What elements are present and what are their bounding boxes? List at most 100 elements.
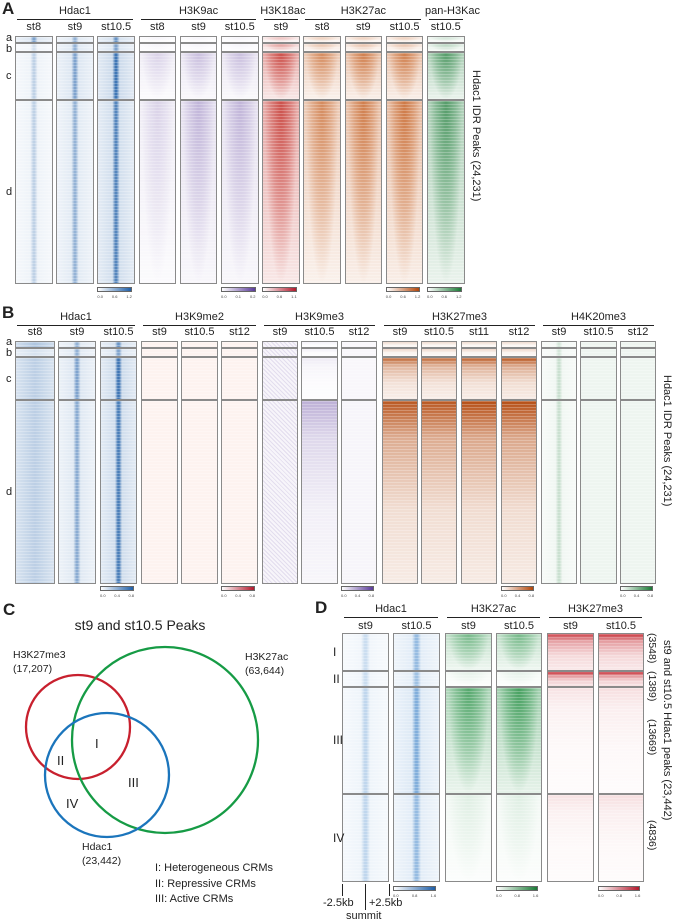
heatmap-block bbox=[344, 36, 383, 43]
stage-label: st11 bbox=[469, 326, 489, 338]
colorbar-tick-label: 0.0 bbox=[262, 294, 268, 299]
colorbar-ticks: 0.0 0.4 0.8 bbox=[501, 593, 534, 598]
stage-label: st9 bbox=[392, 326, 408, 338]
colorbar-ticks: 0.0 0.4 0.8 bbox=[100, 593, 134, 598]
stage-label: st9 bbox=[69, 326, 85, 338]
heatmap-block bbox=[344, 100, 383, 284]
heatmap-block bbox=[138, 43, 177, 52]
heatmap-block bbox=[393, 794, 440, 882]
group-underline bbox=[549, 617, 642, 619]
colorbar-tick-label: 0.8 bbox=[368, 593, 375, 598]
colorbar-tick-label: 0.8 bbox=[514, 893, 520, 898]
colorbar-tick-label: 0.0 bbox=[501, 593, 507, 598]
heatmap-block bbox=[461, 400, 497, 584]
heatmap-block bbox=[179, 36, 218, 43]
colorbar-tick-label: 0.4 bbox=[633, 593, 640, 598]
colorbar-tick-label: 0.2 bbox=[249, 294, 256, 299]
group-underline bbox=[305, 19, 422, 21]
section-label: III bbox=[333, 733, 344, 747]
stage-label: st10.5 bbox=[401, 620, 432, 632]
stage-label: st9 bbox=[272, 326, 288, 338]
colorbar-tick-label: 0.0 bbox=[221, 593, 227, 598]
venn-set-count: (17,207) bbox=[13, 663, 53, 675]
heatmap-block bbox=[541, 348, 577, 357]
heatmap-block bbox=[421, 348, 457, 357]
group-label: H3K27me3 bbox=[567, 603, 624, 615]
legend-item: III: Active CRMs bbox=[155, 893, 234, 905]
heatmap-block bbox=[385, 52, 424, 100]
group-label: H3K9me3 bbox=[295, 311, 344, 323]
heatmap-block bbox=[303, 36, 341, 43]
heatmap-block bbox=[15, 348, 55, 357]
colorbar bbox=[262, 287, 297, 292]
heatmap-block bbox=[303, 52, 341, 100]
section-count: (3548) bbox=[646, 633, 658, 664]
colorbar-tick-label: 0.1 bbox=[235, 294, 242, 299]
colorbar-tick-label: 0.4 bbox=[235, 593, 241, 598]
venn-title: st9 and st10.5 Peaks bbox=[74, 617, 206, 633]
colorbar bbox=[385, 287, 421, 292]
colorbar bbox=[341, 586, 375, 591]
stage-label: st9 bbox=[563, 620, 578, 632]
colorbar-tick-label: 0.8 bbox=[128, 593, 135, 598]
colorbar-ticks: 0.0 0.8 1.6 bbox=[598, 893, 640, 898]
heatmap-block bbox=[501, 400, 537, 584]
heatmap-block bbox=[427, 100, 465, 284]
heatmap-block bbox=[303, 43, 341, 52]
group-label: H3K18ac bbox=[260, 5, 306, 17]
heatmap-block bbox=[100, 400, 137, 584]
heatmap-block bbox=[100, 348, 137, 357]
heatmap-block bbox=[262, 36, 300, 43]
heatmap-block bbox=[496, 671, 542, 687]
heatmap-block bbox=[421, 400, 457, 584]
colorbar-ticks: 0.0 0.4 0.8 bbox=[221, 593, 255, 598]
stage-label: st8 bbox=[150, 21, 165, 33]
group-underline bbox=[344, 617, 438, 619]
heatmap-block bbox=[58, 341, 96, 348]
heatmap-block bbox=[382, 357, 418, 400]
stage-label: st10.5 bbox=[184, 326, 215, 338]
colorbar-tick-label: 1.2 bbox=[455, 294, 462, 299]
heatmap-block bbox=[138, 100, 177, 284]
heatmap-block bbox=[580, 400, 617, 584]
colorbar-ticks: 0.0 0.8 1.6 bbox=[393, 893, 436, 898]
heatmap-block bbox=[141, 400, 178, 584]
heatmap-block bbox=[221, 52, 259, 100]
heatmap-block bbox=[421, 341, 457, 348]
stage-label: st10.5 bbox=[424, 326, 454, 338]
stage-label: st9 bbox=[273, 21, 289, 33]
axis-label-right: +2.5kb bbox=[369, 897, 403, 909]
venn-region-label: II bbox=[57, 753, 65, 768]
heatmap-block bbox=[382, 341, 418, 348]
colorbar-tick-label: 0.0 bbox=[496, 893, 502, 898]
colorbar-tick-label: 0.0 bbox=[97, 294, 103, 299]
heatmap-block bbox=[385, 36, 424, 43]
heatmap-block bbox=[393, 687, 440, 794]
heatmap-block bbox=[461, 348, 497, 357]
colorbar-ticks: 0.0 0.6 1.2 bbox=[427, 294, 462, 299]
heatmap-block bbox=[393, 671, 440, 687]
heatmap-block bbox=[496, 633, 542, 671]
colorbar bbox=[393, 886, 437, 891]
heatmap-block bbox=[580, 357, 617, 400]
heatmap-block bbox=[97, 52, 135, 100]
stage-label: st10.5 bbox=[430, 21, 461, 33]
heatmap-block bbox=[598, 633, 644, 671]
heatmap-block bbox=[221, 36, 259, 43]
heatmap-block bbox=[221, 400, 258, 584]
group-label: Hdac1 bbox=[59, 5, 91, 17]
section-label: d bbox=[6, 186, 13, 198]
colorbar-tick-label: 0.8 bbox=[411, 893, 418, 898]
group-underline bbox=[140, 19, 257, 21]
section-count: (4836) bbox=[646, 820, 658, 851]
colorbar-tick-label: 0.0 bbox=[427, 294, 433, 299]
heatmap-block bbox=[97, 100, 135, 284]
stage-label: st10.5 bbox=[504, 620, 534, 632]
heatmap-block bbox=[262, 52, 300, 100]
heatmap-block bbox=[461, 357, 497, 400]
heatmap-block bbox=[427, 52, 465, 100]
colorbar-ticks: 0.0 0.6 1.1 bbox=[262, 294, 297, 299]
heatmap-block bbox=[97, 43, 135, 52]
group-underline bbox=[264, 325, 375, 327]
stage-label: st8 bbox=[27, 326, 43, 338]
